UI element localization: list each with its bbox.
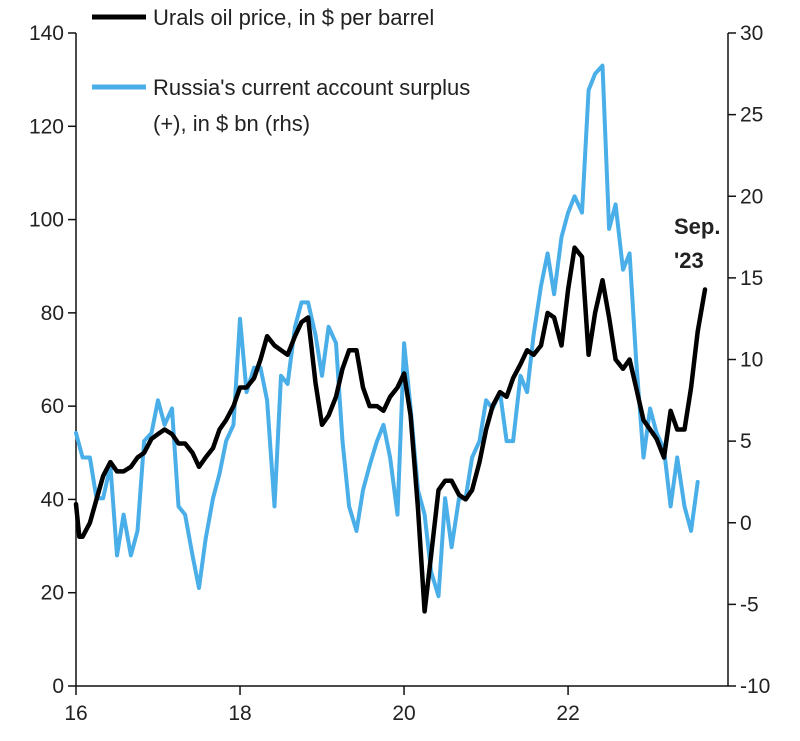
annotation-line2: '23 [674,248,704,273]
right-tick-label: 10 [740,349,763,372]
left-tick-label: 120 [29,115,64,138]
right-tick-label: 25 [740,104,763,127]
x-axis-ticks: 16 18 20 22 [64,686,580,725]
right-tick-label: 30 [740,22,763,45]
right-y-axis-ticks: -10 -5 0 5 10 15 20 25 30 [728,22,770,698]
right-tick-label: 5 [740,430,752,453]
x-tick-label: 20 [392,702,415,725]
left-tick-label: 60 [41,395,64,418]
legend-label-current-account-line2: (+), in $ bn (rhs) [153,111,310,136]
left-tick-label: 80 [41,302,64,325]
left-tick-label: 100 [29,209,64,232]
left-tick-label: 140 [29,22,64,45]
annotation-line1: Sep. [674,214,720,239]
left-tick-label: 0 [52,675,64,698]
right-tick-label: 15 [740,267,763,290]
legend-label-oil: Urals oil price, in $ per barrel [153,5,434,30]
legend: Urals oil price, in $ per barrel Russia'… [92,5,470,136]
left-tick-label: 20 [41,582,64,605]
left-y-axis-ticks: 0 20 40 60 80 100 120 140 [29,22,76,698]
x-tick-label: 22 [556,702,579,725]
right-tick-label: 20 [740,185,763,208]
right-tick-label: -5 [740,593,759,616]
series-line-current-account-surplus [74,63,700,599]
series-line-urals-oil-price [73,245,708,614]
x-tick-label: 18 [228,702,251,725]
series-layer [73,63,708,614]
right-tick-label: -10 [740,675,770,698]
legend-label-current-account-line1: Russia's current account surplus [153,75,470,100]
annotation-sep-23: Sep. '23 [674,214,720,273]
right-tick-label: 0 [740,512,752,535]
left-tick-label: 40 [41,488,64,511]
x-tick-label: 16 [64,702,87,725]
